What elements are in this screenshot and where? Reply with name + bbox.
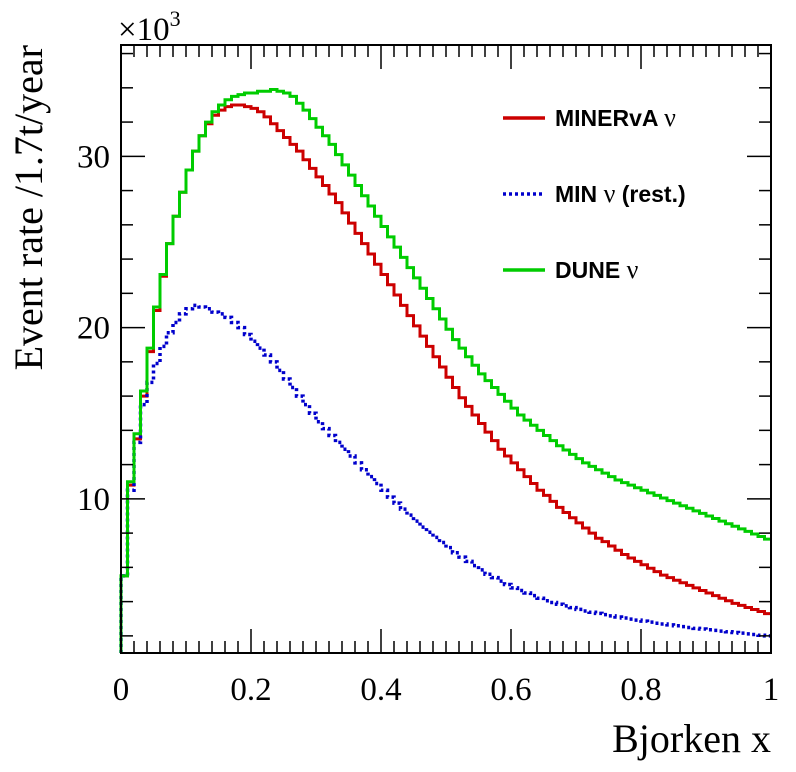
- x-tick-label: 0.4: [360, 672, 401, 708]
- series-line-1: [119, 303, 771, 653]
- y-tick-label: 30: [77, 139, 110, 175]
- legend: MINERvA ν MIN ν (rest.) DUNE ν: [503, 103, 686, 284]
- axes: 0 0.2 0.4 0.6 0.8 1 10 20 30: [77, 45, 779, 708]
- y-tick-label: 10: [77, 482, 110, 518]
- x-tick-label: 0.6: [490, 672, 531, 708]
- legend-label-1: MIN ν (rest.): [555, 179, 686, 208]
- legend-label-0: MINERvA ν: [555, 103, 676, 132]
- x-tick-label: 0.8: [620, 672, 661, 708]
- series-line-2: [119, 88, 771, 653]
- y-multiplier: ×103: [118, 6, 181, 48]
- plot-frame: [120, 44, 772, 654]
- legend-label-2: DUNE ν: [555, 255, 639, 284]
- y-multiplier-exponent: 3: [170, 6, 181, 31]
- x-tick-label: 0.2: [230, 672, 271, 708]
- x-tick-label: 0: [113, 672, 130, 708]
- x-axis-title: Bjorken x: [612, 716, 771, 761]
- series-line-0: [119, 103, 771, 653]
- plot-lines: [119, 88, 771, 653]
- x-tick-label: 1: [763, 672, 780, 708]
- y-tick-label: 20: [77, 311, 110, 347]
- y-axis-title: Event rate /1.7t/year: [6, 45, 51, 370]
